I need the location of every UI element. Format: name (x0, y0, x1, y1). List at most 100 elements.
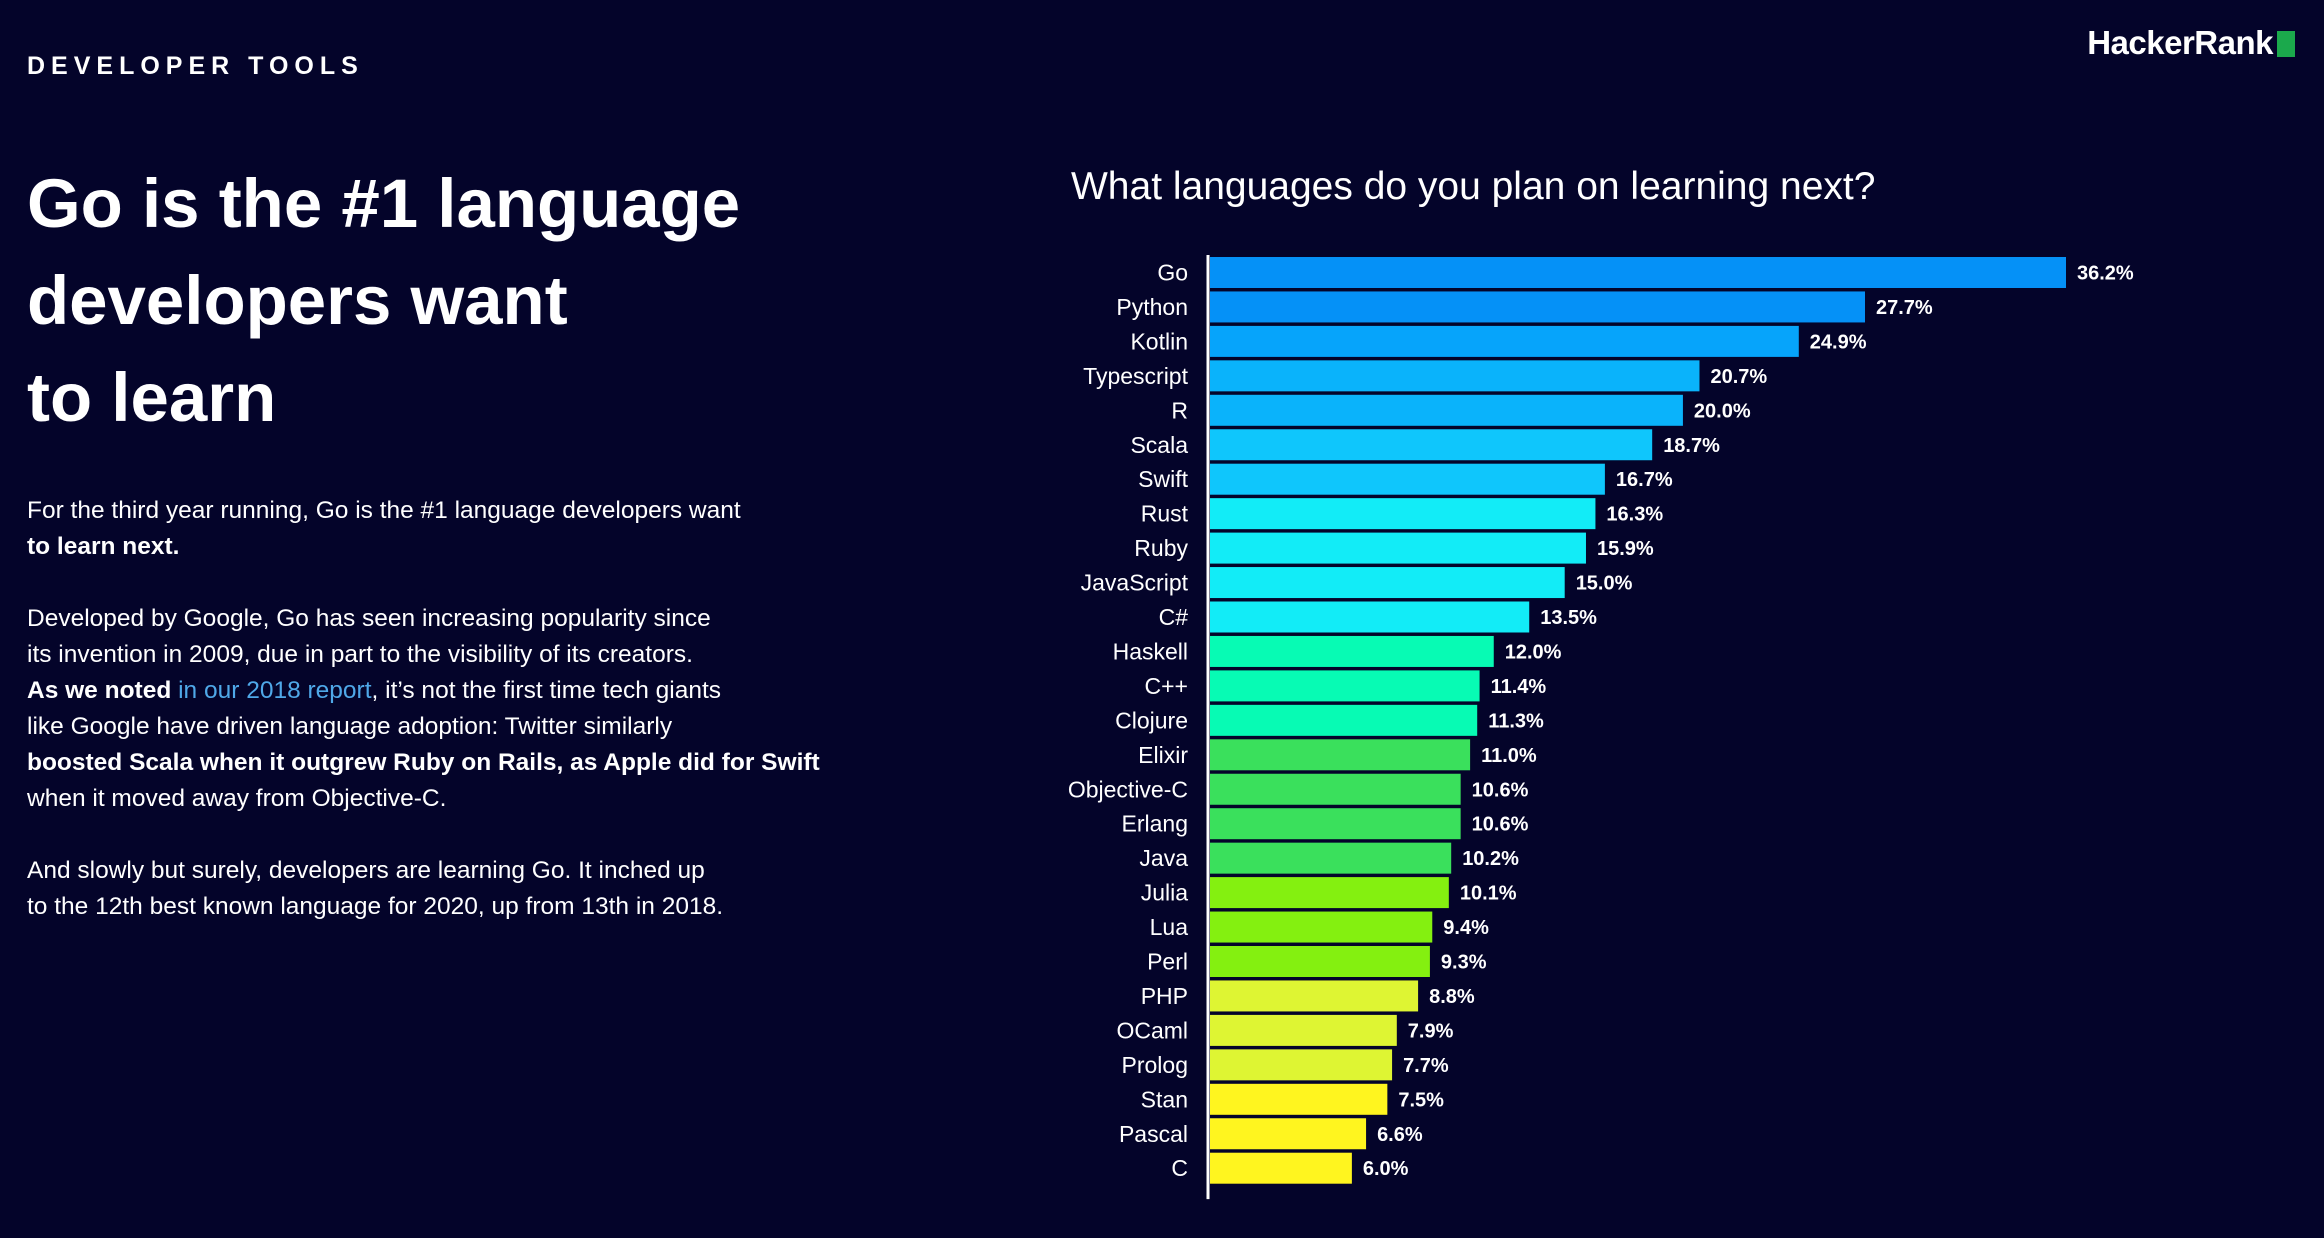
bar (1210, 1049, 1393, 1081)
category-label: C++ (1145, 673, 1188, 699)
category-label: Lua (1150, 914, 1189, 940)
value-label: 20.7% (1710, 366, 1767, 388)
value-label: 16.3% (1606, 504, 1663, 526)
value-label: 6.6% (1377, 1124, 1423, 1146)
value-label: 24.9% (1810, 331, 1867, 353)
bar (1210, 291, 1866, 323)
brand-logo[interactable]: HackerRank (2087, 24, 2295, 62)
value-label: 9.4% (1443, 917, 1489, 939)
chart-title: What languages do you plan on learning n… (1071, 165, 1876, 208)
category-label: Rust (1141, 501, 1189, 527)
bar (1210, 257, 2066, 288)
value-label: 36.2% (2077, 263, 2134, 285)
category-label: Swift (1138, 466, 1188, 492)
value-label: 10.2% (1462, 848, 1519, 870)
bar (1210, 739, 1471, 771)
category-label: C (1171, 1155, 1188, 1181)
bar (1210, 842, 1452, 874)
value-label: 20.0% (1694, 400, 1751, 422)
bar (1210, 429, 1653, 461)
category-label: Java (1139, 845, 1188, 871)
category-label: Clojure (1115, 707, 1188, 733)
paragraph-line: when it moved away from Objective-C. (27, 785, 447, 812)
paragraph-line: Developed by Google, Go has seen increas… (27, 605, 711, 632)
paragraph-2: Developed by Google, Go has seen increas… (27, 601, 927, 817)
bar (1210, 670, 1480, 702)
category-label: Scala (1130, 432, 1188, 458)
value-label: 27.7% (1876, 297, 1933, 319)
bar (1210, 773, 1461, 805)
value-label: 12.0% (1505, 641, 1562, 663)
category-label: Julia (1141, 880, 1189, 906)
value-label: 10.1% (1460, 883, 1517, 905)
paragraph-text: , it’s not the first time tech giants (371, 677, 722, 704)
headline: Go is the #1 language developers want to… (27, 155, 927, 446)
category-label: Typescript (1083, 363, 1188, 389)
bar (1210, 1118, 1367, 1150)
value-label: 15.0% (1576, 573, 1633, 595)
value-label: 7.9% (1408, 1020, 1454, 1042)
paragraph-line: For the third year running, Go is the #1… (27, 497, 741, 524)
brand-mark-icon (2277, 31, 2295, 57)
bar (1210, 704, 1478, 736)
body-copy: For the third year running, Go is the #1… (27, 493, 927, 961)
bar (1210, 325, 1799, 357)
value-label: 15.9% (1597, 538, 1654, 560)
category-label: C# (1159, 604, 1189, 630)
category-label: Go (1157, 260, 1188, 286)
category-label: Erlang (1122, 811, 1188, 837)
bar (1210, 532, 1586, 564)
category-label: Ruby (1134, 535, 1188, 561)
bar (1210, 601, 1530, 633)
bar (1210, 463, 1605, 495)
bar (1210, 808, 1461, 840)
bar (1210, 567, 1565, 599)
bar (1210, 635, 1494, 667)
headline-line: Go is the #1 language (27, 165, 741, 242)
bar (1210, 980, 1419, 1012)
bar (1210, 1014, 1397, 1046)
value-label: 7.7% (1403, 1055, 1449, 1077)
paragraph-line: to the 12th best known language for 2020… (27, 893, 724, 920)
value-label: 18.7% (1663, 435, 1720, 457)
category-label: Elixir (1138, 742, 1188, 768)
category-label: R (1171, 397, 1188, 423)
bar (1210, 498, 1596, 530)
bar (1210, 360, 1700, 392)
paragraph-3: And slowly but surely, developers are le… (27, 853, 927, 925)
category-label: Haskell (1113, 638, 1188, 664)
bar (1210, 911, 1433, 943)
section-label: DEVELOPER TOOLS (27, 52, 364, 80)
category-label: Kotlin (1130, 328, 1188, 354)
value-label: 8.8% (1429, 986, 1475, 1008)
emphasis-text: As we noted (27, 677, 172, 704)
category-label: OCaml (1116, 1017, 1188, 1043)
value-label: 11.3% (1488, 710, 1544, 732)
category-label: Perl (1147, 949, 1188, 975)
paragraph-line: like Google have driven language adoptio… (27, 713, 673, 740)
paragraph-line: As we noted in our 2018 report, it’s not… (27, 673, 927, 709)
paragraph-line: And slowly but surely, developers are le… (27, 857, 705, 884)
value-label: 10.6% (1472, 814, 1529, 836)
headline-line: to learn (27, 359, 277, 436)
value-label: 7.5% (1398, 1089, 1444, 1111)
brand-name: HackerRank (2087, 24, 2273, 61)
category-label: Stan (1141, 1086, 1188, 1112)
paragraph-1: For the third year running, Go is the #1… (27, 493, 927, 565)
value-label: 6.0% (1363, 1158, 1409, 1180)
headline-line: developers want (27, 262, 568, 339)
category-label: Pascal (1119, 1121, 1188, 1147)
category-label: Objective-C (1068, 776, 1188, 802)
value-label: 11.4% (1491, 676, 1547, 698)
bar-chart: Go 36.2% Python 27.7% Kotlin 24.9% Typescript 2… (1068, 255, 2134, 1200)
report-link[interactable]: in our 2018 report (178, 677, 372, 704)
paragraph-line: to learn next. (27, 533, 180, 560)
bar (1210, 1083, 1388, 1115)
category-label: JavaScript (1081, 570, 1189, 596)
paragraph-line: boosted Scala when it outgrew Ruby on Ra… (27, 749, 820, 776)
value-label: 13.5% (1540, 607, 1597, 629)
value-label: 16.7% (1616, 469, 1673, 491)
bar (1210, 946, 1430, 977)
value-label: 10.6% (1472, 779, 1529, 801)
category-label: PHP (1141, 983, 1188, 1009)
